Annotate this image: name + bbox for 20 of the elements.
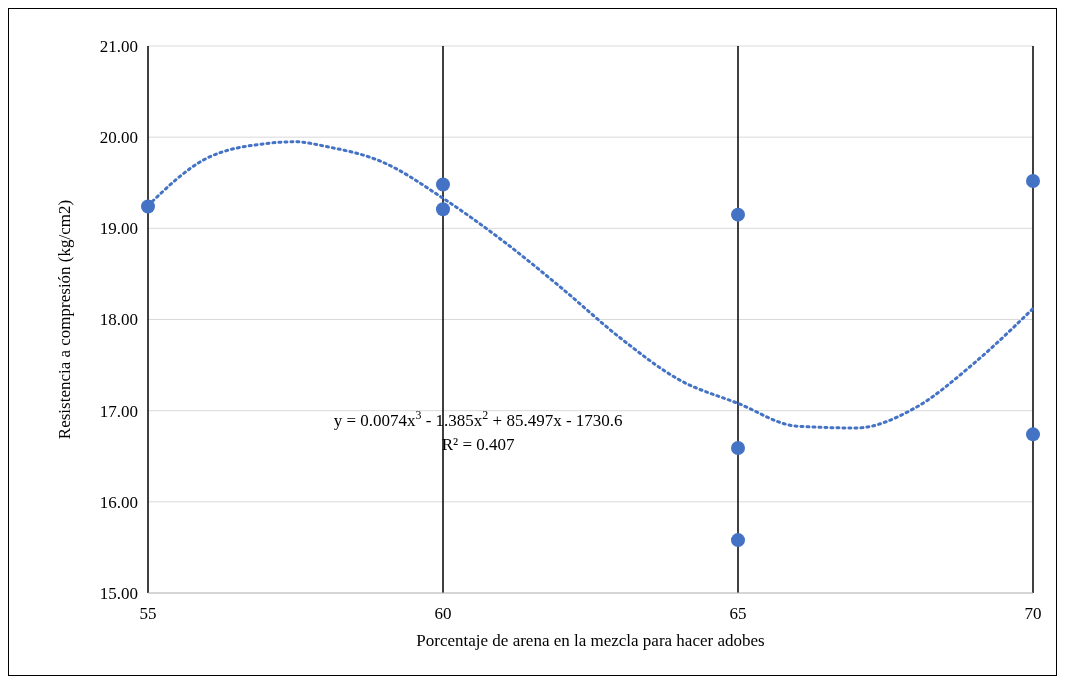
y-axis-title: Resistencia a compresión (kg/cm2) — [55, 199, 74, 440]
y-tick-label: 21.00 — [99, 36, 138, 56]
x-tick-label: 60 — [434, 604, 452, 623]
point — [731, 207, 745, 222]
y-tick-label: 16.00 — [99, 492, 138, 512]
point — [1026, 173, 1040, 188]
y-tick-label: 17.00 — [99, 401, 138, 421]
point — [731, 533, 745, 548]
y-tick-label: 18.00 — [99, 310, 138, 330]
y-tick-label: 15.00 — [99, 583, 138, 603]
point — [1026, 427, 1040, 442]
x-tick-label: 70 — [1024, 604, 1042, 623]
x-axis-title: Porcentaje de arena en la mezcla para hacer adobes — [416, 631, 765, 650]
y-tick-label: 19.00 — [99, 219, 138, 239]
x-tick-label: 55 — [139, 604, 157, 623]
y-tick-label: 20.00 — [99, 128, 138, 148]
point — [436, 177, 450, 192]
point — [731, 441, 745, 456]
x-tick-label: 65 — [729, 604, 747, 623]
point — [436, 202, 450, 217]
